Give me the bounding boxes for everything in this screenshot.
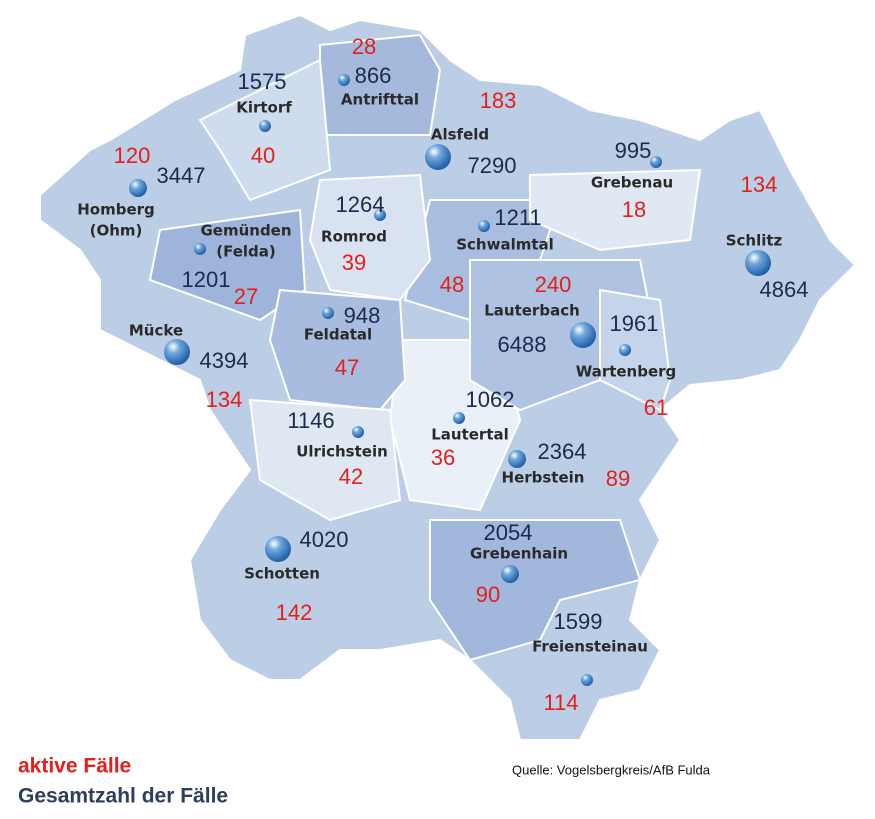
active-cases: 39 — [342, 250, 366, 275]
active-cases: 240 — [535, 272, 572, 297]
town-name: Schlitz — [726, 232, 783, 250]
total-cases: 4394 — [200, 348, 249, 373]
town-name: Romrod — [321, 228, 387, 246]
active-cases: 18 — [622, 197, 646, 222]
region — [599, 288, 672, 412]
total-cases: 2364 — [538, 439, 587, 464]
town-dot — [338, 74, 350, 86]
active-cases: 89 — [606, 466, 630, 491]
total-cases: 1599 — [554, 609, 603, 634]
town-name: Grebenhain — [470, 545, 568, 563]
total-cases: 6488 — [498, 332, 547, 357]
town-dot — [745, 250, 771, 276]
town-name: (Felda) — [216, 243, 276, 261]
town-name: Antrifttal — [341, 91, 419, 109]
labels: Antrifttal 866 28 Kirtorf 1575 40 Alsfeld 7290 1… — [77, 34, 808, 715]
active-cases: 142 — [276, 600, 313, 625]
town-name: Kirtorf — [236, 99, 292, 117]
active-cases: 47 — [335, 355, 359, 380]
town-name: Feldatal — [304, 326, 372, 344]
total-cases: 1264 — [336, 192, 385, 217]
town-dot — [352, 426, 364, 438]
total-cases: 995 — [615, 138, 652, 163]
town-name: (Ohm) — [90, 222, 143, 240]
active-cases: 61 — [644, 395, 668, 420]
town-name: Lauterbach — [484, 302, 580, 320]
town-dot — [570, 322, 596, 348]
town-dot — [259, 120, 271, 132]
active-cases: 28 — [352, 34, 376, 59]
town-dot — [322, 307, 334, 319]
active-cases: 134 — [206, 387, 243, 412]
town-dot — [194, 243, 206, 255]
town-name: Mücke — [129, 322, 183, 340]
town-dot — [650, 156, 662, 168]
active-cases: 114 — [543, 690, 578, 715]
town-name: Freiensteinau — [532, 638, 648, 656]
town-name: Alsfeld — [431, 126, 489, 144]
town-dot — [501, 565, 519, 583]
town-dot — [581, 674, 593, 686]
legend-total: Gesamtzahl der Fälle — [18, 785, 228, 808]
region — [268, 288, 407, 412]
town-dot — [619, 344, 631, 356]
total-cases: 1211 — [494, 205, 541, 230]
town-dot — [508, 450, 526, 468]
total-cases: 1961 — [610, 311, 659, 336]
active-cases: 120 — [114, 143, 151, 168]
total-cases: 1062 — [466, 387, 515, 412]
total-cases: 7290 — [468, 153, 517, 178]
total-cases: 1146 — [287, 408, 334, 433]
town-name: Gemünden — [200, 222, 291, 240]
town-name: Herbstein — [502, 469, 585, 487]
total-cases: 4864 — [760, 277, 809, 302]
regions — [39, 13, 857, 741]
town-dot — [425, 144, 451, 170]
active-cases: 27 — [234, 284, 258, 309]
active-cases: 48 — [440, 272, 464, 297]
town-name: Wartenberg — [576, 363, 677, 381]
active-cases: 183 — [480, 88, 517, 113]
town-name: Schwalmtal — [456, 236, 554, 254]
active-cases: 90 — [476, 582, 500, 607]
town-name: Grebenau — [591, 174, 673, 192]
total-cases: 4020 — [300, 527, 349, 552]
town-dot — [453, 412, 465, 424]
total-cases: 2054 — [484, 520, 533, 545]
total-cases: 866 — [355, 63, 392, 88]
town-name: Ulrichstein — [296, 443, 388, 461]
active-cases: 42 — [339, 464, 363, 489]
town-name: Homberg — [77, 201, 155, 219]
region — [529, 168, 702, 252]
active-cases: 40 — [251, 143, 275, 168]
total-cases: 1575 — [238, 69, 287, 94]
source: Quelle: Vogelsbergkreis/AfB Fulda — [512, 762, 711, 777]
town-dot — [374, 209, 386, 221]
active-cases: 134 — [741, 172, 778, 197]
total-cases: 1201 — [182, 267, 231, 292]
town-dot — [164, 339, 190, 365]
town-name: Lautertal — [431, 426, 509, 444]
town-dot — [129, 179, 147, 197]
town-dot — [265, 536, 291, 562]
town-name: Schotten — [244, 565, 320, 583]
active-cases: 36 — [431, 445, 455, 470]
total-cases: 948 — [344, 303, 381, 328]
total-cases: 3447 — [157, 163, 206, 188]
legend-active: aktive Fälle — [18, 755, 131, 778]
town-dot — [478, 220, 490, 232]
region — [429, 519, 642, 662]
